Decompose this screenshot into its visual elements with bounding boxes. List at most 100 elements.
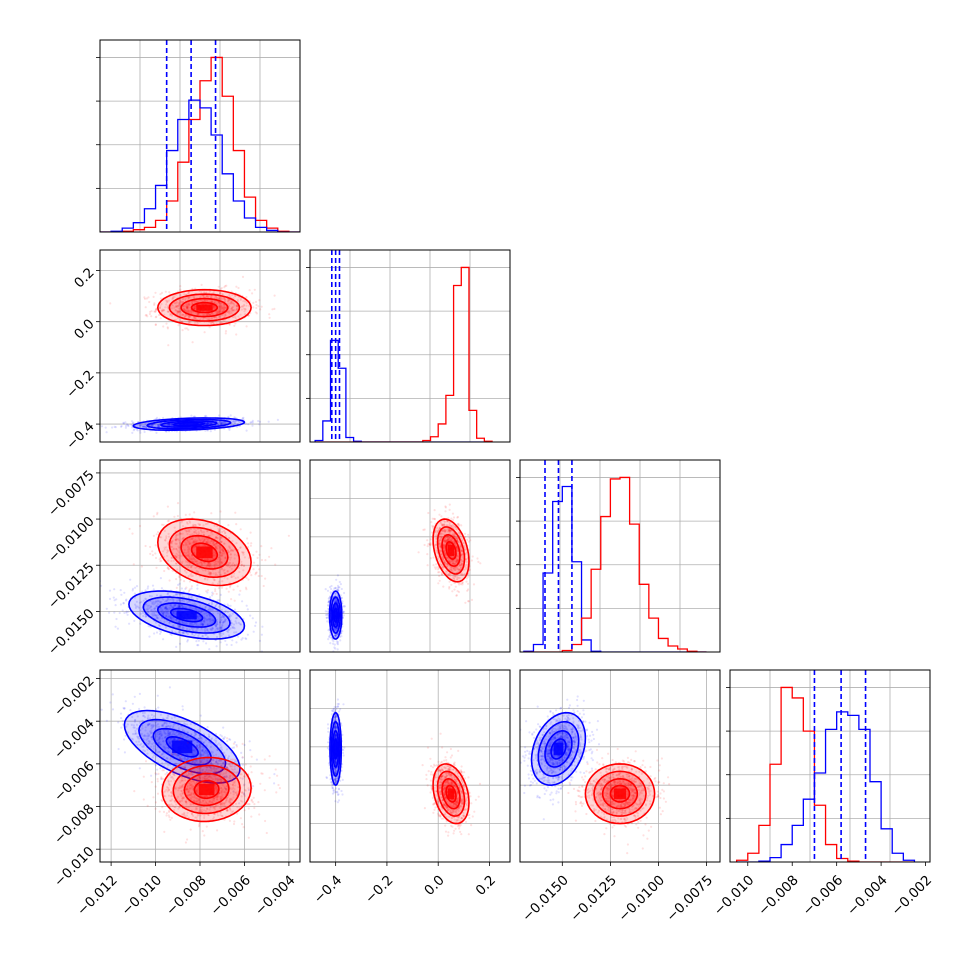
scatter-point	[192, 541, 195, 544]
scatter-point	[245, 604, 248, 607]
scatter-point	[186, 309, 189, 312]
scatter-point	[162, 611, 165, 614]
y-tick-label: −0.4	[63, 418, 97, 452]
scatter-point	[182, 537, 185, 540]
scatter-point	[166, 423, 169, 426]
scatter-point	[145, 297, 148, 300]
scatter-point	[449, 524, 452, 527]
scatter-point	[193, 321, 197, 324]
scatter-point	[446, 538, 449, 541]
scatter-point	[438, 513, 441, 516]
scatter-point	[236, 576, 240, 579]
scatter-point	[465, 577, 468, 580]
scatter-point	[449, 539, 452, 542]
scatter-point	[155, 308, 158, 311]
scatter-point	[192, 531, 196, 534]
scatter-point	[131, 422, 134, 425]
scatter-point	[254, 573, 257, 576]
scatter-point	[112, 596, 115, 599]
scatter-point	[448, 503, 451, 506]
scatter-point	[452, 532, 455, 535]
scatter-point	[469, 539, 472, 542]
scatter-point	[455, 538, 459, 541]
scatter-point	[179, 532, 182, 535]
scatter-point	[454, 575, 457, 579]
scatter-point	[230, 300, 233, 304]
scatter-point	[203, 612, 206, 615]
scatter-point	[143, 297, 147, 300]
scatter-point	[454, 566, 457, 570]
scatter-point	[244, 637, 247, 640]
scatter-point	[182, 632, 186, 635]
scatter-point	[174, 555, 177, 558]
scatter-point	[185, 560, 188, 563]
scatter-point	[216, 311, 219, 314]
scatter-point	[125, 611, 128, 614]
scatter-point	[220, 536, 223, 539]
scatter-point	[213, 563, 216, 567]
scatter-point	[206, 589, 210, 592]
scatter-point	[192, 557, 195, 560]
scatter-point	[455, 594, 458, 597]
scatter-point	[181, 604, 184, 607]
scatter-point	[197, 609, 200, 612]
scatter-point	[227, 630, 230, 634]
scatter-point	[152, 295, 155, 298]
scatter-point	[208, 566, 211, 569]
scatter-point	[246, 537, 249, 540]
scatter-point	[210, 566, 213, 569]
scatter-point	[452, 534, 456, 537]
scatter-point	[156, 599, 159, 602]
scatter-point	[196, 584, 199, 587]
scatter-point	[218, 580, 221, 583]
scatter-point	[174, 618, 177, 621]
scatter-point	[186, 563, 189, 567]
scatter-point	[247, 423, 250, 426]
scatter-point	[201, 623, 204, 627]
scatter-point	[144, 314, 147, 317]
scatter-point	[184, 542, 187, 546]
scatter-point	[188, 589, 191, 593]
scatter-point	[203, 617, 206, 620]
scatter-point	[173, 609, 177, 612]
scatter-point	[257, 419, 260, 423]
scatter-point	[220, 567, 224, 570]
scatter-point	[209, 312, 212, 315]
scatter-point	[219, 536, 222, 539]
scatter-point	[204, 423, 207, 426]
scatter-point	[450, 538, 453, 542]
scatter-point	[150, 310, 153, 313]
scatter-point	[210, 608, 213, 611]
scatter-point	[178, 576, 181, 579]
scatter-point	[435, 543, 438, 546]
scatter-point	[222, 621, 225, 624]
scatter-point	[159, 619, 162, 623]
scatter-point	[201, 635, 204, 638]
histogram-step-red	[100, 56, 300, 232]
scatter-point	[222, 305, 226, 308]
scatter-point	[236, 304, 239, 307]
scatter-point	[122, 422, 125, 425]
scatter-point	[170, 616, 173, 620]
scatter-point	[211, 594, 214, 597]
scatter-point	[184, 315, 187, 318]
scatter-point	[133, 619, 136, 623]
scatter-point	[181, 599, 184, 602]
scatter-point	[169, 423, 173, 427]
scatter-point	[451, 563, 454, 566]
scatter-point	[445, 520, 448, 523]
scatter-point	[209, 628, 212, 631]
scatter-point	[258, 420, 262, 423]
scatter-point	[182, 551, 186, 554]
scatter-point	[458, 532, 461, 535]
scatter-point	[151, 602, 154, 605]
scatter-point	[232, 626, 235, 629]
scatter-point	[147, 604, 150, 607]
scatter-point	[246, 633, 249, 636]
scatter-point	[221, 530, 224, 534]
scatter-point	[438, 526, 441, 529]
density-peak-red	[447, 544, 455, 556]
scatter-point	[195, 569, 198, 573]
scatter-point	[453, 541, 456, 544]
scatter-point	[178, 582, 181, 585]
